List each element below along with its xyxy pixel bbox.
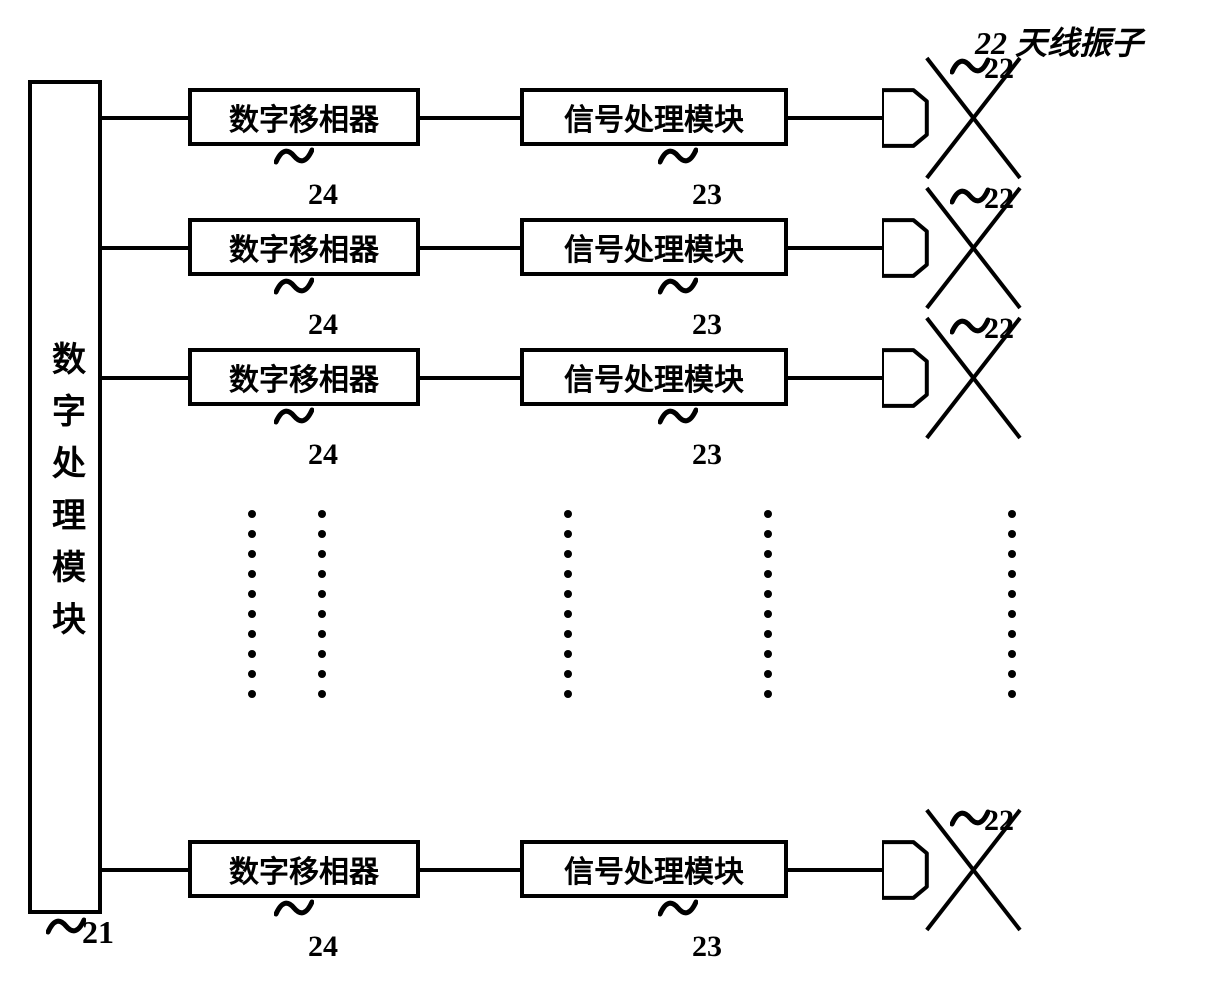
connector-line (788, 376, 882, 380)
ref-tilde-24 (274, 894, 314, 920)
ref-label-22: 22 (984, 182, 1014, 216)
signal-processing-label: 信号处理模块 (564, 95, 744, 139)
ellipsis-dots (764, 510, 772, 698)
ref-label-23: 23 (692, 930, 722, 964)
ellipsis-dots (1008, 510, 1016, 698)
phase-shifter-box: 数字移相器 (188, 88, 420, 146)
ellipsis-dots (318, 510, 326, 698)
signal-processing-label: 信号处理模块 (564, 847, 744, 891)
signal-processing-label: 信号处理模块 (564, 225, 744, 269)
ref-tilde-24 (274, 142, 314, 168)
connector-line (788, 116, 882, 120)
connector-line (420, 116, 520, 120)
ellipsis-dots (248, 510, 256, 698)
digital-processing-module-label: 数字处理模块 (41, 341, 90, 653)
connector-line (420, 376, 520, 380)
phase-shifter-label: 数字移相器 (229, 225, 379, 269)
phase-shifter-box: 数字移相器 (188, 218, 420, 276)
ref-tilde-23 (658, 142, 698, 168)
ref-tilde-23 (658, 272, 698, 298)
ref-tilde-24 (274, 272, 314, 298)
connector-line (102, 376, 188, 380)
connector-line (102, 246, 188, 250)
connector-line (788, 246, 882, 250)
ref-tilde-21 (46, 912, 86, 938)
ref-label-24: 24 (308, 930, 338, 964)
connector-line (102, 116, 188, 120)
digital-processing-module: 数字处理模块 (28, 80, 102, 914)
connector-line (788, 868, 882, 872)
signal-processing-box: 信号处理模块 (520, 840, 788, 898)
ref-tilde-23 (658, 402, 698, 428)
signal-processing-box: 信号处理模块 (520, 88, 788, 146)
ref-label-21: 21 (82, 914, 114, 951)
ref-tilde-23 (658, 894, 698, 920)
signal-processing-box: 信号处理模块 (520, 348, 788, 406)
phase-shifter-box: 数字移相器 (188, 840, 420, 898)
connector-line (102, 868, 188, 872)
ref-label-23: 23 (692, 178, 722, 212)
connector-line (420, 868, 520, 872)
connector-line (420, 246, 520, 250)
phase-shifter-box: 数字移相器 (188, 348, 420, 406)
phase-shifter-label: 数字移相器 (229, 355, 379, 399)
diagram-canvas: 数字处理模块2122 天线振子数字移相器24信号处理模块23 22数字移相器24… (0, 0, 1224, 985)
ref-label-24: 24 (308, 178, 338, 212)
phase-shifter-label: 数字移相器 (229, 847, 379, 891)
ref-label-23: 23 (692, 438, 722, 472)
ref-label-22: 22 (984, 804, 1014, 838)
phase-shifter-label: 数字移相器 (229, 95, 379, 139)
signal-processing-label: 信号处理模块 (564, 355, 744, 399)
ref-tilde-24 (274, 402, 314, 428)
signal-processing-box: 信号处理模块 (520, 218, 788, 276)
ellipsis-dots (564, 510, 572, 698)
ref-label-22: 22 (984, 312, 1014, 346)
ref-label-24: 24 (308, 438, 338, 472)
ref-label-24: 24 (308, 308, 338, 342)
ref-label-23: 23 (692, 308, 722, 342)
ref-label-22: 22 (984, 52, 1014, 86)
